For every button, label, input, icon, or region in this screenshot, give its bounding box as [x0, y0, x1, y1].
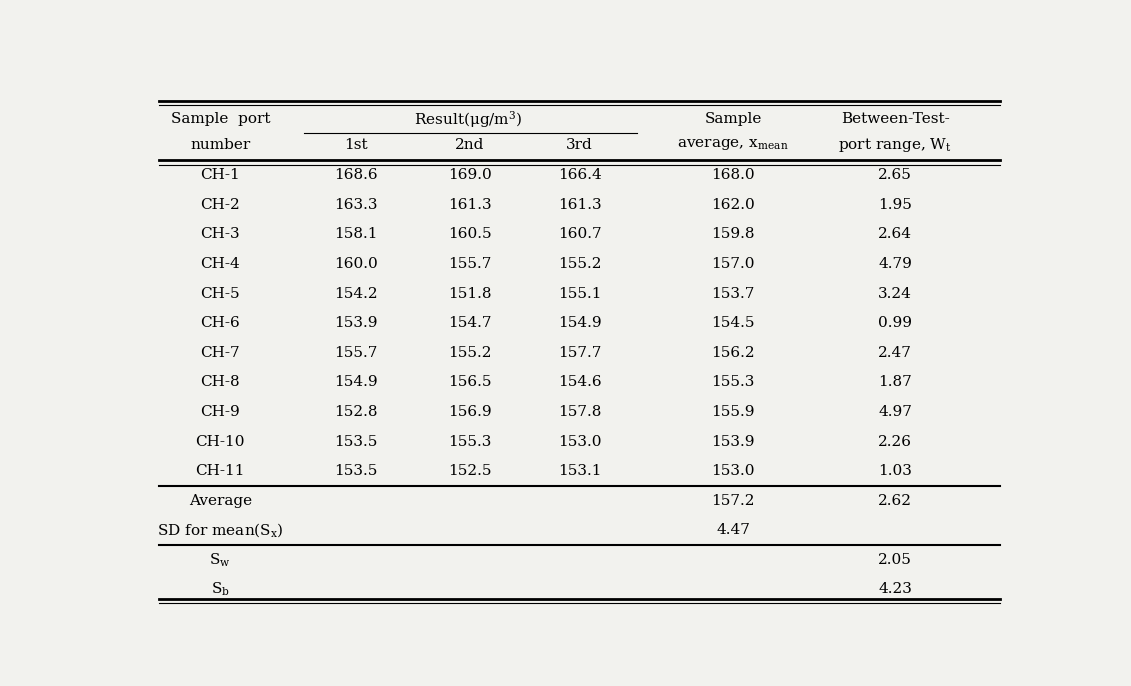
Text: 161.3: 161.3 [558, 198, 602, 212]
Text: CH-10: CH-10 [196, 434, 245, 449]
Text: 155.1: 155.1 [558, 287, 602, 300]
Text: 1.87: 1.87 [879, 375, 912, 390]
Text: 166.4: 166.4 [558, 168, 602, 182]
Text: 153.1: 153.1 [558, 464, 602, 478]
Text: 154.7: 154.7 [448, 316, 492, 330]
Text: 157.8: 157.8 [558, 405, 602, 419]
Text: 157.2: 157.2 [711, 494, 754, 508]
Text: SD for mean(S$\mathregular{_x}$): SD for mean(S$\mathregular{_x}$) [157, 521, 284, 539]
Text: S$\mathregular{_w}$: S$\mathregular{_w}$ [209, 551, 231, 569]
Text: 4.23: 4.23 [879, 582, 912, 596]
Text: Sample: Sample [705, 113, 761, 126]
Text: 153.0: 153.0 [711, 464, 754, 478]
Text: average, x$\mathregular{_{mean}}$: average, x$\mathregular{_{mean}}$ [677, 137, 788, 152]
Text: Average: Average [189, 494, 252, 508]
Text: 155.2: 155.2 [558, 257, 602, 271]
Text: 168.0: 168.0 [711, 168, 754, 182]
Text: 154.5: 154.5 [711, 316, 754, 330]
Text: 154.6: 154.6 [558, 375, 602, 390]
Text: 153.5: 153.5 [335, 434, 378, 449]
Text: 155.3: 155.3 [448, 434, 492, 449]
Text: 3.24: 3.24 [879, 287, 912, 300]
Text: 161.3: 161.3 [448, 198, 492, 212]
Text: CH-5: CH-5 [200, 287, 240, 300]
Text: 2.26: 2.26 [878, 434, 913, 449]
Text: 162.0: 162.0 [711, 198, 754, 212]
Text: 154.9: 154.9 [335, 375, 378, 390]
Text: 153.5: 153.5 [335, 464, 378, 478]
Text: Sample  port: Sample port [171, 113, 270, 126]
Text: 155.2: 155.2 [448, 346, 492, 359]
Text: 4.79: 4.79 [879, 257, 912, 271]
Text: 4.47: 4.47 [716, 523, 750, 537]
Text: 159.8: 159.8 [711, 228, 754, 241]
Text: 4.97: 4.97 [879, 405, 912, 419]
Text: 1.03: 1.03 [879, 464, 912, 478]
Text: 2.62: 2.62 [878, 494, 913, 508]
Text: CH-3: CH-3 [200, 228, 240, 241]
Text: 1st: 1st [344, 138, 368, 152]
Text: 155.7: 155.7 [448, 257, 492, 271]
Text: 168.6: 168.6 [335, 168, 378, 182]
Text: 151.8: 151.8 [448, 287, 492, 300]
Text: 1.95: 1.95 [879, 198, 912, 212]
Text: 156.5: 156.5 [448, 375, 492, 390]
Text: 154.2: 154.2 [335, 287, 378, 300]
Text: 160.5: 160.5 [448, 228, 492, 241]
Text: 153.7: 153.7 [711, 287, 754, 300]
Text: CH-9: CH-9 [200, 405, 240, 419]
Text: 2.64: 2.64 [878, 228, 913, 241]
Text: 154.9: 154.9 [558, 316, 602, 330]
Text: 155.3: 155.3 [711, 375, 754, 390]
Text: Between-Test-: Between-Test- [840, 113, 950, 126]
Text: S$\mathregular{_b}$: S$\mathregular{_b}$ [210, 581, 230, 598]
Text: CH-11: CH-11 [196, 464, 245, 478]
Text: 152.8: 152.8 [335, 405, 378, 419]
Text: 157.7: 157.7 [558, 346, 602, 359]
Text: CH-8: CH-8 [200, 375, 240, 390]
Text: 169.0: 169.0 [448, 168, 492, 182]
Text: 153.9: 153.9 [711, 434, 754, 449]
Text: CH-6: CH-6 [200, 316, 240, 330]
Text: 152.5: 152.5 [448, 464, 492, 478]
Text: CH-4: CH-4 [200, 257, 240, 271]
Text: 158.1: 158.1 [335, 228, 378, 241]
Text: 155.7: 155.7 [335, 346, 378, 359]
Text: 2.47: 2.47 [879, 346, 912, 359]
Text: number: number [190, 138, 250, 152]
Text: 160.0: 160.0 [335, 257, 378, 271]
Text: 153.9: 153.9 [335, 316, 378, 330]
Text: 2nd: 2nd [456, 138, 485, 152]
Text: CH-1: CH-1 [200, 168, 240, 182]
Text: 156.2: 156.2 [711, 346, 754, 359]
Text: 155.9: 155.9 [711, 405, 754, 419]
Text: CH-7: CH-7 [200, 346, 240, 359]
Text: 2.65: 2.65 [879, 168, 912, 182]
Text: 160.7: 160.7 [558, 228, 602, 241]
Text: 0.99: 0.99 [878, 316, 913, 330]
Text: 156.9: 156.9 [448, 405, 492, 419]
Text: 2.05: 2.05 [879, 553, 912, 567]
Text: 157.0: 157.0 [711, 257, 754, 271]
Text: 153.0: 153.0 [558, 434, 602, 449]
Text: 163.3: 163.3 [335, 198, 378, 212]
Text: 3rd: 3rd [567, 138, 593, 152]
Text: port range, W$\mathregular{_t}$: port range, W$\mathregular{_t}$ [838, 136, 952, 154]
Text: Result($\mathregular{\mu}$g/m$\mathregular{^3}$): Result($\mathregular{\mu}$g/m$\mathregul… [414, 109, 523, 130]
Text: CH-2: CH-2 [200, 198, 240, 212]
